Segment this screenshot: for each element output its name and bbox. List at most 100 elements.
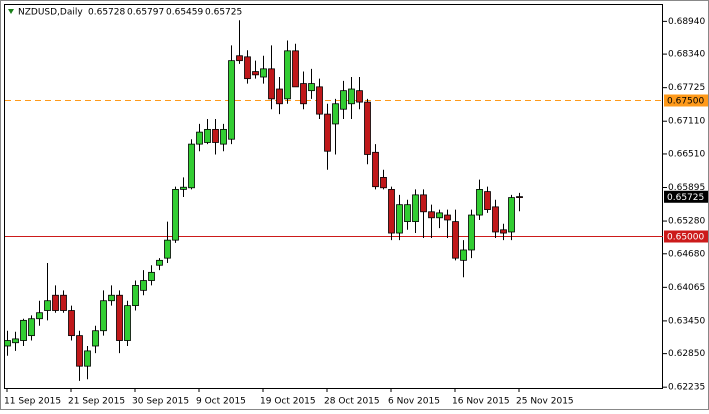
y-tick-label: 0.65280 bbox=[668, 217, 705, 227]
candle-body bbox=[28, 318, 35, 337]
quote: 0.65459 bbox=[166, 8, 203, 18]
x-tick-label: 28 Oct 2015 bbox=[324, 397, 380, 407]
last-price-label: 0.65725 bbox=[667, 193, 704, 203]
candle-body bbox=[316, 86, 323, 115]
candle-body bbox=[180, 186, 187, 190]
y-tick-label: 0.63450 bbox=[668, 316, 705, 326]
candle-body bbox=[76, 335, 83, 367]
candle-body bbox=[124, 305, 131, 341]
candle-body bbox=[220, 128, 227, 145]
candle-body bbox=[364, 101, 371, 155]
quote: 0.65725 bbox=[205, 8, 242, 18]
level-tag bbox=[664, 94, 708, 107]
candle-body bbox=[404, 204, 411, 222]
candle-body bbox=[308, 83, 315, 92]
candle-body bbox=[428, 211, 435, 219]
x-tick-label: 19 Oct 2015 bbox=[260, 397, 316, 407]
candle-body bbox=[412, 194, 419, 222]
candle-body bbox=[252, 71, 259, 76]
candle-body bbox=[52, 294, 59, 311]
y-tick-label: 0.67725 bbox=[668, 83, 705, 93]
y-tick-label: 0.68340 bbox=[668, 50, 705, 60]
quote: 0.65728 bbox=[88, 8, 125, 18]
candle-body bbox=[12, 338, 19, 344]
candle-body bbox=[420, 194, 427, 213]
candle-body bbox=[348, 88, 355, 105]
candle-body bbox=[468, 214, 475, 251]
x-tick-label: 30 Sep 2015 bbox=[132, 397, 189, 407]
candle-body bbox=[268, 68, 275, 100]
quote: 0.65797 bbox=[127, 8, 164, 18]
candle-body bbox=[196, 131, 203, 145]
candle-body bbox=[340, 90, 347, 110]
x-tick-label: 25 Nov 2015 bbox=[516, 397, 574, 407]
candle-body bbox=[60, 294, 67, 311]
x-tick-label: 16 Nov 2015 bbox=[452, 397, 510, 407]
candle-body bbox=[356, 90, 363, 103]
candle-body bbox=[476, 189, 483, 216]
candle-body bbox=[84, 350, 91, 367]
candle-body bbox=[324, 113, 331, 152]
candle-body bbox=[284, 50, 291, 100]
candle-body bbox=[212, 128, 219, 143]
x-tick-label: 6 Nov 2015 bbox=[388, 397, 440, 407]
candle-body bbox=[188, 143, 195, 189]
x-tick-label: 9 Oct 2015 bbox=[196, 397, 246, 407]
y-tick-label: 0.68940 bbox=[668, 17, 705, 27]
candle-body bbox=[68, 310, 75, 337]
candle-body bbox=[44, 300, 51, 311]
candle-body bbox=[228, 60, 235, 140]
candle-body bbox=[452, 221, 459, 259]
level-label: 0.67500 bbox=[667, 97, 704, 107]
candle-body bbox=[244, 56, 251, 80]
x-tick-label: 11 Sep 2015 bbox=[4, 397, 61, 407]
candle-body bbox=[436, 212, 443, 219]
candle-body bbox=[4, 340, 11, 347]
candle-body bbox=[300, 83, 307, 105]
y-tick-label: 0.64680 bbox=[668, 249, 705, 259]
plot-border bbox=[4, 4, 663, 389]
candle-body bbox=[20, 319, 27, 341]
x-tick-label: 21 Sep 2015 bbox=[68, 397, 125, 407]
candle-body bbox=[92, 330, 99, 347]
candle-body bbox=[108, 294, 115, 302]
candle-body bbox=[132, 285, 139, 307]
y-tick-label: 0.64065 bbox=[668, 283, 705, 293]
candle-body bbox=[508, 197, 515, 233]
candle-body bbox=[236, 55, 243, 62]
y-tick-label: 0.66510 bbox=[668, 149, 705, 159]
level-tag bbox=[664, 230, 708, 243]
candle-body bbox=[460, 249, 467, 261]
candle-body bbox=[516, 196, 523, 199]
candle-body bbox=[372, 151, 379, 188]
candle-body bbox=[500, 229, 507, 234]
y-tick-label: 0.62850 bbox=[668, 349, 705, 359]
y-tick-label: 0.62235 bbox=[668, 383, 705, 393]
candle-body bbox=[116, 294, 123, 341]
candle-body bbox=[484, 191, 491, 210]
candle-body bbox=[148, 271, 155, 281]
candle-body bbox=[292, 50, 299, 88]
candle-body bbox=[164, 239, 171, 259]
y-tick-label: 0.65895 bbox=[668, 183, 705, 193]
menu-icon bbox=[8, 9, 14, 14]
candle-body bbox=[36, 312, 43, 320]
candle-body bbox=[260, 68, 267, 78]
candle-body bbox=[492, 206, 499, 233]
level-label: 0.65000 bbox=[667, 233, 704, 243]
candle-body bbox=[204, 128, 211, 143]
y-tick-label: 0.67110 bbox=[668, 117, 705, 127]
last-price-tag bbox=[664, 190, 708, 203]
candle-body bbox=[396, 204, 403, 234]
candle-body bbox=[388, 189, 395, 234]
candle-body bbox=[140, 280, 147, 291]
candle-body bbox=[276, 88, 283, 105]
chart-title: NZDUSD,Daily bbox=[18, 8, 83, 18]
candle-body bbox=[100, 300, 107, 332]
candle-body bbox=[172, 189, 179, 241]
candle-body bbox=[380, 177, 387, 189]
candle-body bbox=[332, 103, 339, 125]
